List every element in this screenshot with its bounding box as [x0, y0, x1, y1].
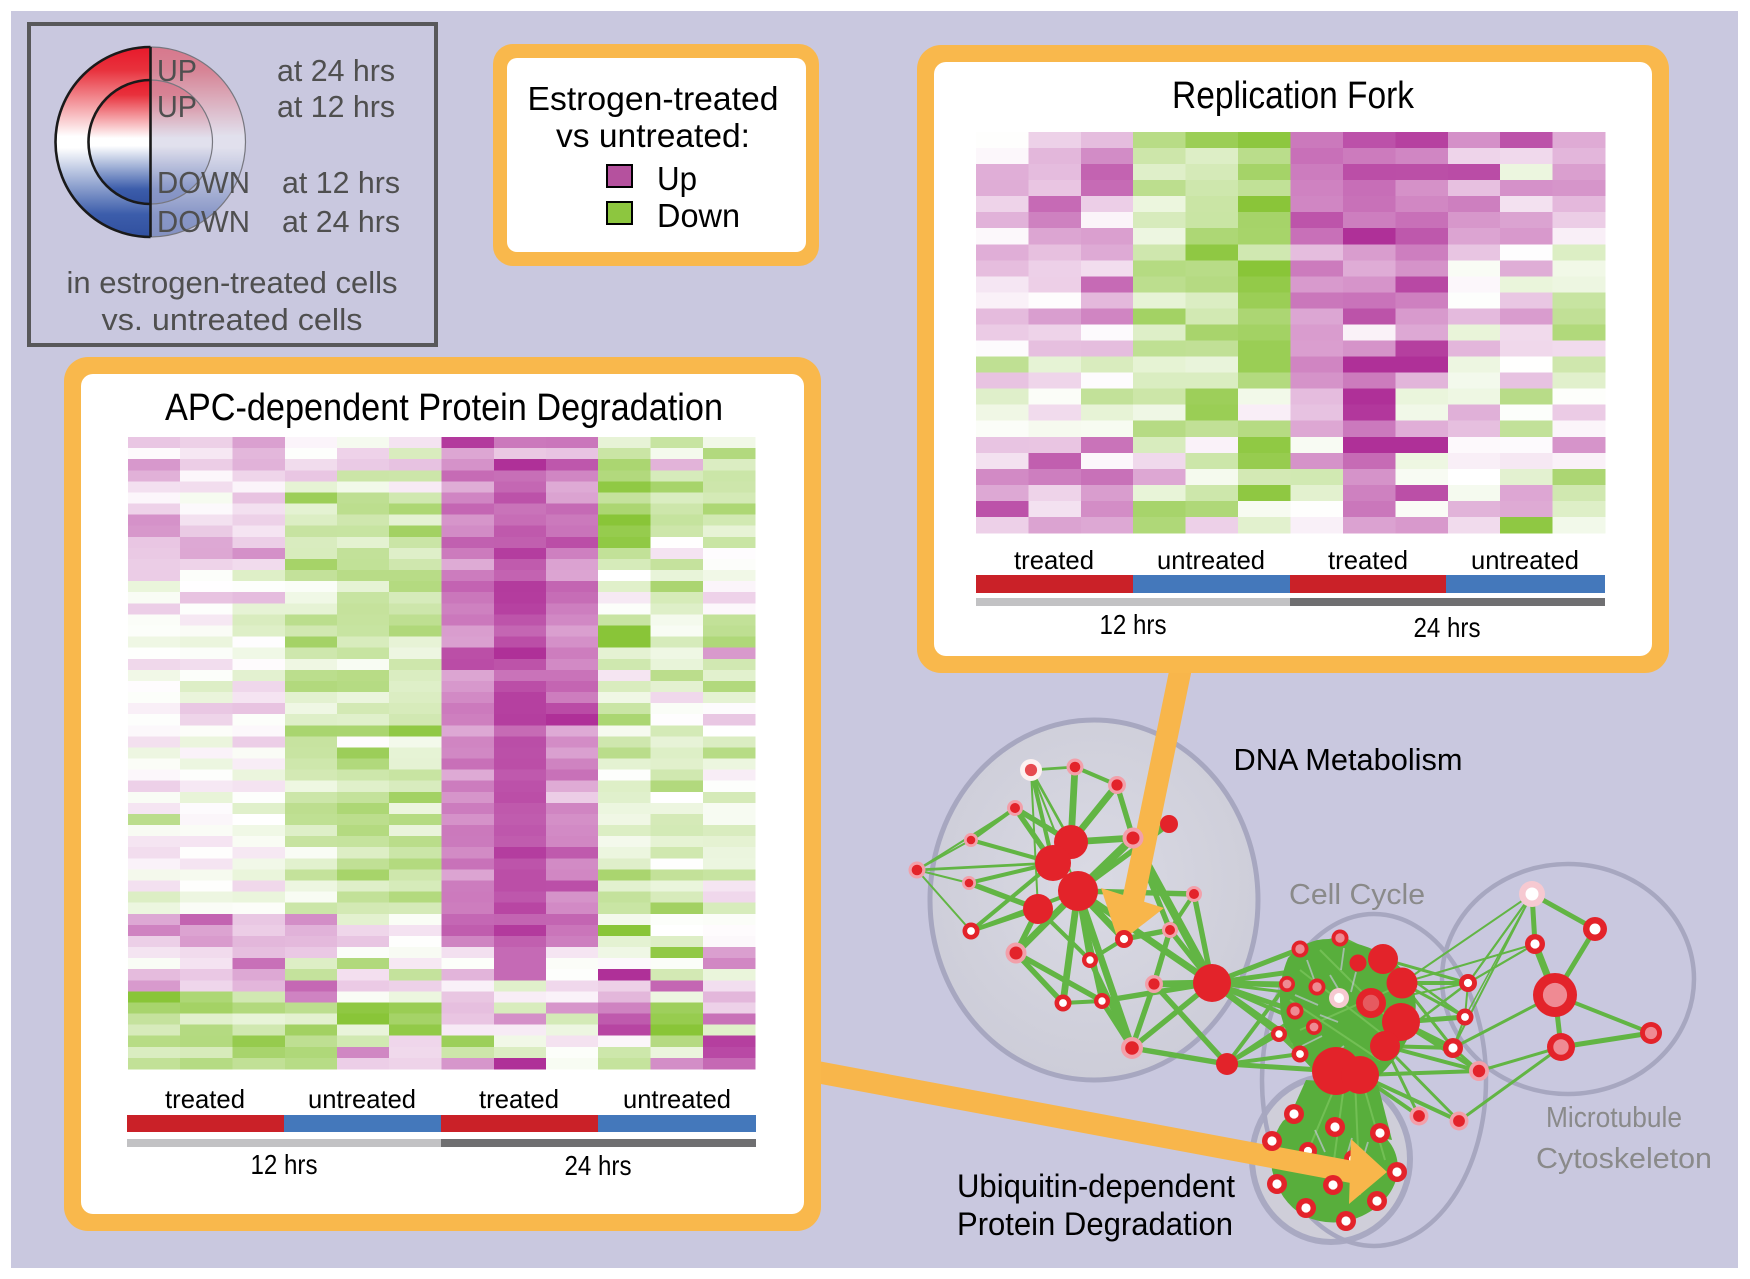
svg-text:Cell Cycle: Cell Cycle: [1289, 879, 1425, 911]
svg-text:untreated: untreated: [308, 1084, 416, 1114]
svg-text:at 24 hrs: at 24 hrs: [277, 53, 395, 88]
svg-text:Replication Fork: Replication Fork: [1172, 75, 1415, 117]
svg-text:vs untreated:: vs untreated:: [556, 117, 750, 154]
svg-text:DOWN: DOWN: [157, 165, 250, 200]
svg-text:Estrogen-treated: Estrogen-treated: [528, 80, 779, 117]
svg-text:treated: treated: [1014, 545, 1094, 575]
svg-text:at 12 hrs: at 12 hrs: [282, 165, 400, 200]
svg-text:Cytoskeleton: Cytoskeleton: [1536, 1143, 1712, 1175]
svg-text:UP: UP: [157, 53, 197, 88]
svg-text:12 hrs: 12 hrs: [1100, 609, 1167, 640]
svg-text:at 24 hrs: at 24 hrs: [282, 204, 400, 239]
svg-text:UP: UP: [157, 89, 197, 124]
svg-text:in estrogen-treated cells: in estrogen-treated cells: [67, 265, 398, 300]
svg-text:Ubiquitin-dependent: Ubiquitin-dependent: [957, 1168, 1235, 1204]
svg-text:untreated: untreated: [1157, 545, 1265, 575]
svg-text:Microtubule: Microtubule: [1546, 1102, 1682, 1134]
svg-text:treated: treated: [1328, 545, 1408, 575]
svg-text:Down: Down: [657, 197, 740, 234]
svg-text:at 12 hrs: at 12 hrs: [277, 89, 395, 124]
svg-text:DOWN: DOWN: [157, 204, 250, 239]
svg-text:24 hrs: 24 hrs: [1414, 612, 1481, 643]
svg-text:DNA Metabolism: DNA Metabolism: [1234, 742, 1463, 777]
svg-text:APC-dependent Protein Degradat: APC-dependent Protein Degradation: [165, 387, 723, 429]
svg-text:untreated: untreated: [1471, 545, 1579, 575]
svg-text:12 hrs: 12 hrs: [251, 1149, 318, 1180]
svg-text:vs. untreated cells: vs. untreated cells: [102, 302, 363, 337]
svg-text:24 hrs: 24 hrs: [565, 1150, 632, 1181]
svg-text:treated: treated: [479, 1084, 559, 1114]
svg-text:Up: Up: [657, 160, 697, 197]
svg-text:untreated: untreated: [623, 1084, 731, 1114]
svg-text:Protein Degradation: Protein Degradation: [957, 1206, 1233, 1242]
svg-text:treated: treated: [165, 1084, 245, 1114]
